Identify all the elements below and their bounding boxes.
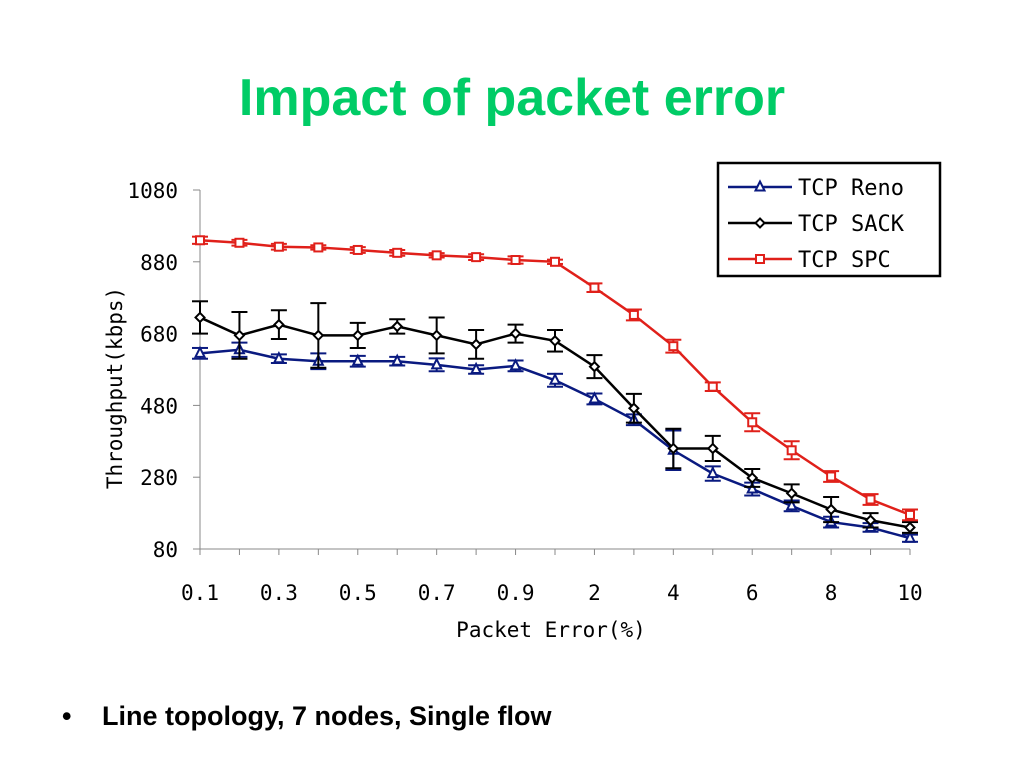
- data-point: [706, 442, 719, 455]
- y-tick-label: 480: [140, 394, 178, 418]
- data-point: [826, 471, 837, 482]
- data-point: [195, 235, 205, 246]
- data-point: [351, 353, 364, 366]
- data-point: [588, 391, 601, 404]
- data-point: [312, 329, 325, 342]
- data-point: [588, 360, 601, 373]
- data-point: [786, 445, 797, 456]
- data-point: [667, 442, 680, 455]
- x-tick-label: 0.9: [497, 581, 535, 605]
- bullet-text: Line topology, 7 nodes, Single flow: [102, 701, 552, 731]
- data-point: [864, 514, 877, 527]
- slide-title: Impact of packet error: [238, 69, 786, 127]
- data-point: [707, 381, 718, 392]
- data-point: [627, 402, 640, 415]
- data-point: [509, 358, 522, 371]
- x-ticks: 0.1 0.3 0.5 0.7 0.9 2 4 6 8 10: [181, 549, 923, 605]
- data-point: [785, 487, 798, 500]
- data-point: [234, 237, 245, 248]
- data-point: [746, 481, 759, 494]
- data-point: [430, 329, 443, 342]
- y-tick-label: 880: [140, 251, 178, 275]
- legend-swatch-marker: [753, 179, 767, 192]
- data-point: [233, 329, 246, 342]
- data-point: [469, 361, 483, 374]
- y-tick-label: 680: [140, 323, 178, 347]
- bullet-item: • Line topology, 7 nodes, Single flow: [62, 701, 552, 732]
- y-ticks: 80 280 480 680 880 1080: [127, 179, 200, 562]
- x-tick-label: 0.5: [339, 581, 377, 605]
- y-axis-label: Throughput(kbps): [103, 287, 127, 489]
- data-point: [272, 318, 285, 331]
- data-point: [509, 327, 522, 340]
- data-point: [825, 503, 838, 516]
- legend: TCP Reno TCP SACK TCP SPC: [716, 161, 942, 278]
- x-tick-label: 0.1: [181, 581, 219, 605]
- x-tick-label: 6: [746, 581, 759, 605]
- data-point: [904, 521, 916, 534]
- data-point: [747, 417, 758, 428]
- data-point: [706, 465, 719, 479]
- data-point: [352, 244, 363, 255]
- data-point: [549, 334, 561, 347]
- x-tick-label: 10: [897, 581, 922, 605]
- data-point: [550, 256, 560, 267]
- data-point: [589, 282, 600, 293]
- data-point: [391, 353, 404, 366]
- data-point: [471, 252, 482, 263]
- data-point: [905, 509, 915, 520]
- y-tick-label: 280: [140, 466, 178, 490]
- data-point: [391, 320, 404, 333]
- legend-label: TCP SACK: [798, 212, 905, 237]
- data-point: [510, 255, 521, 266]
- data-point: [430, 357, 443, 370]
- data-point: [194, 311, 206, 324]
- data-point: [865, 494, 876, 505]
- data-point: [746, 472, 759, 484]
- series-triangle: [192, 341, 918, 543]
- bullet-marker: •: [62, 701, 72, 731]
- legend-swatch-marker: [755, 254, 765, 264]
- legend-label: TCP Reno: [798, 176, 904, 201]
- data-point: [273, 241, 284, 252]
- legend-label: TCP SPC: [798, 248, 891, 273]
- data-point: [628, 309, 639, 320]
- data-point: [392, 247, 403, 258]
- data-point: [668, 341, 679, 352]
- data-point: [351, 329, 364, 342]
- data-point: [470, 338, 483, 351]
- x-tick-label: 2: [588, 581, 601, 605]
- data-point: [313, 242, 324, 253]
- series-diamond: [192, 300, 918, 534]
- data-point: [903, 530, 917, 543]
- data-point: [431, 250, 442, 261]
- x-axis-label: Packet Error(%): [456, 618, 646, 642]
- x-tick-label: 0.3: [260, 581, 298, 605]
- data-point: [272, 350, 286, 364]
- data-point: [548, 372, 562, 385]
- y-tick-label: 80: [153, 538, 178, 562]
- y-tick-label: 1080: [127, 179, 178, 203]
- series-lines: [192, 235, 918, 543]
- data-point: [785, 498, 798, 511]
- data-point: [193, 345, 207, 358]
- legend-swatch-marker: [754, 217, 766, 229]
- x-tick-label: 4: [667, 581, 680, 605]
- x-tick-label: 0.7: [418, 581, 456, 605]
- series-square: [192, 235, 918, 522]
- x-tick-label: 8: [825, 581, 838, 605]
